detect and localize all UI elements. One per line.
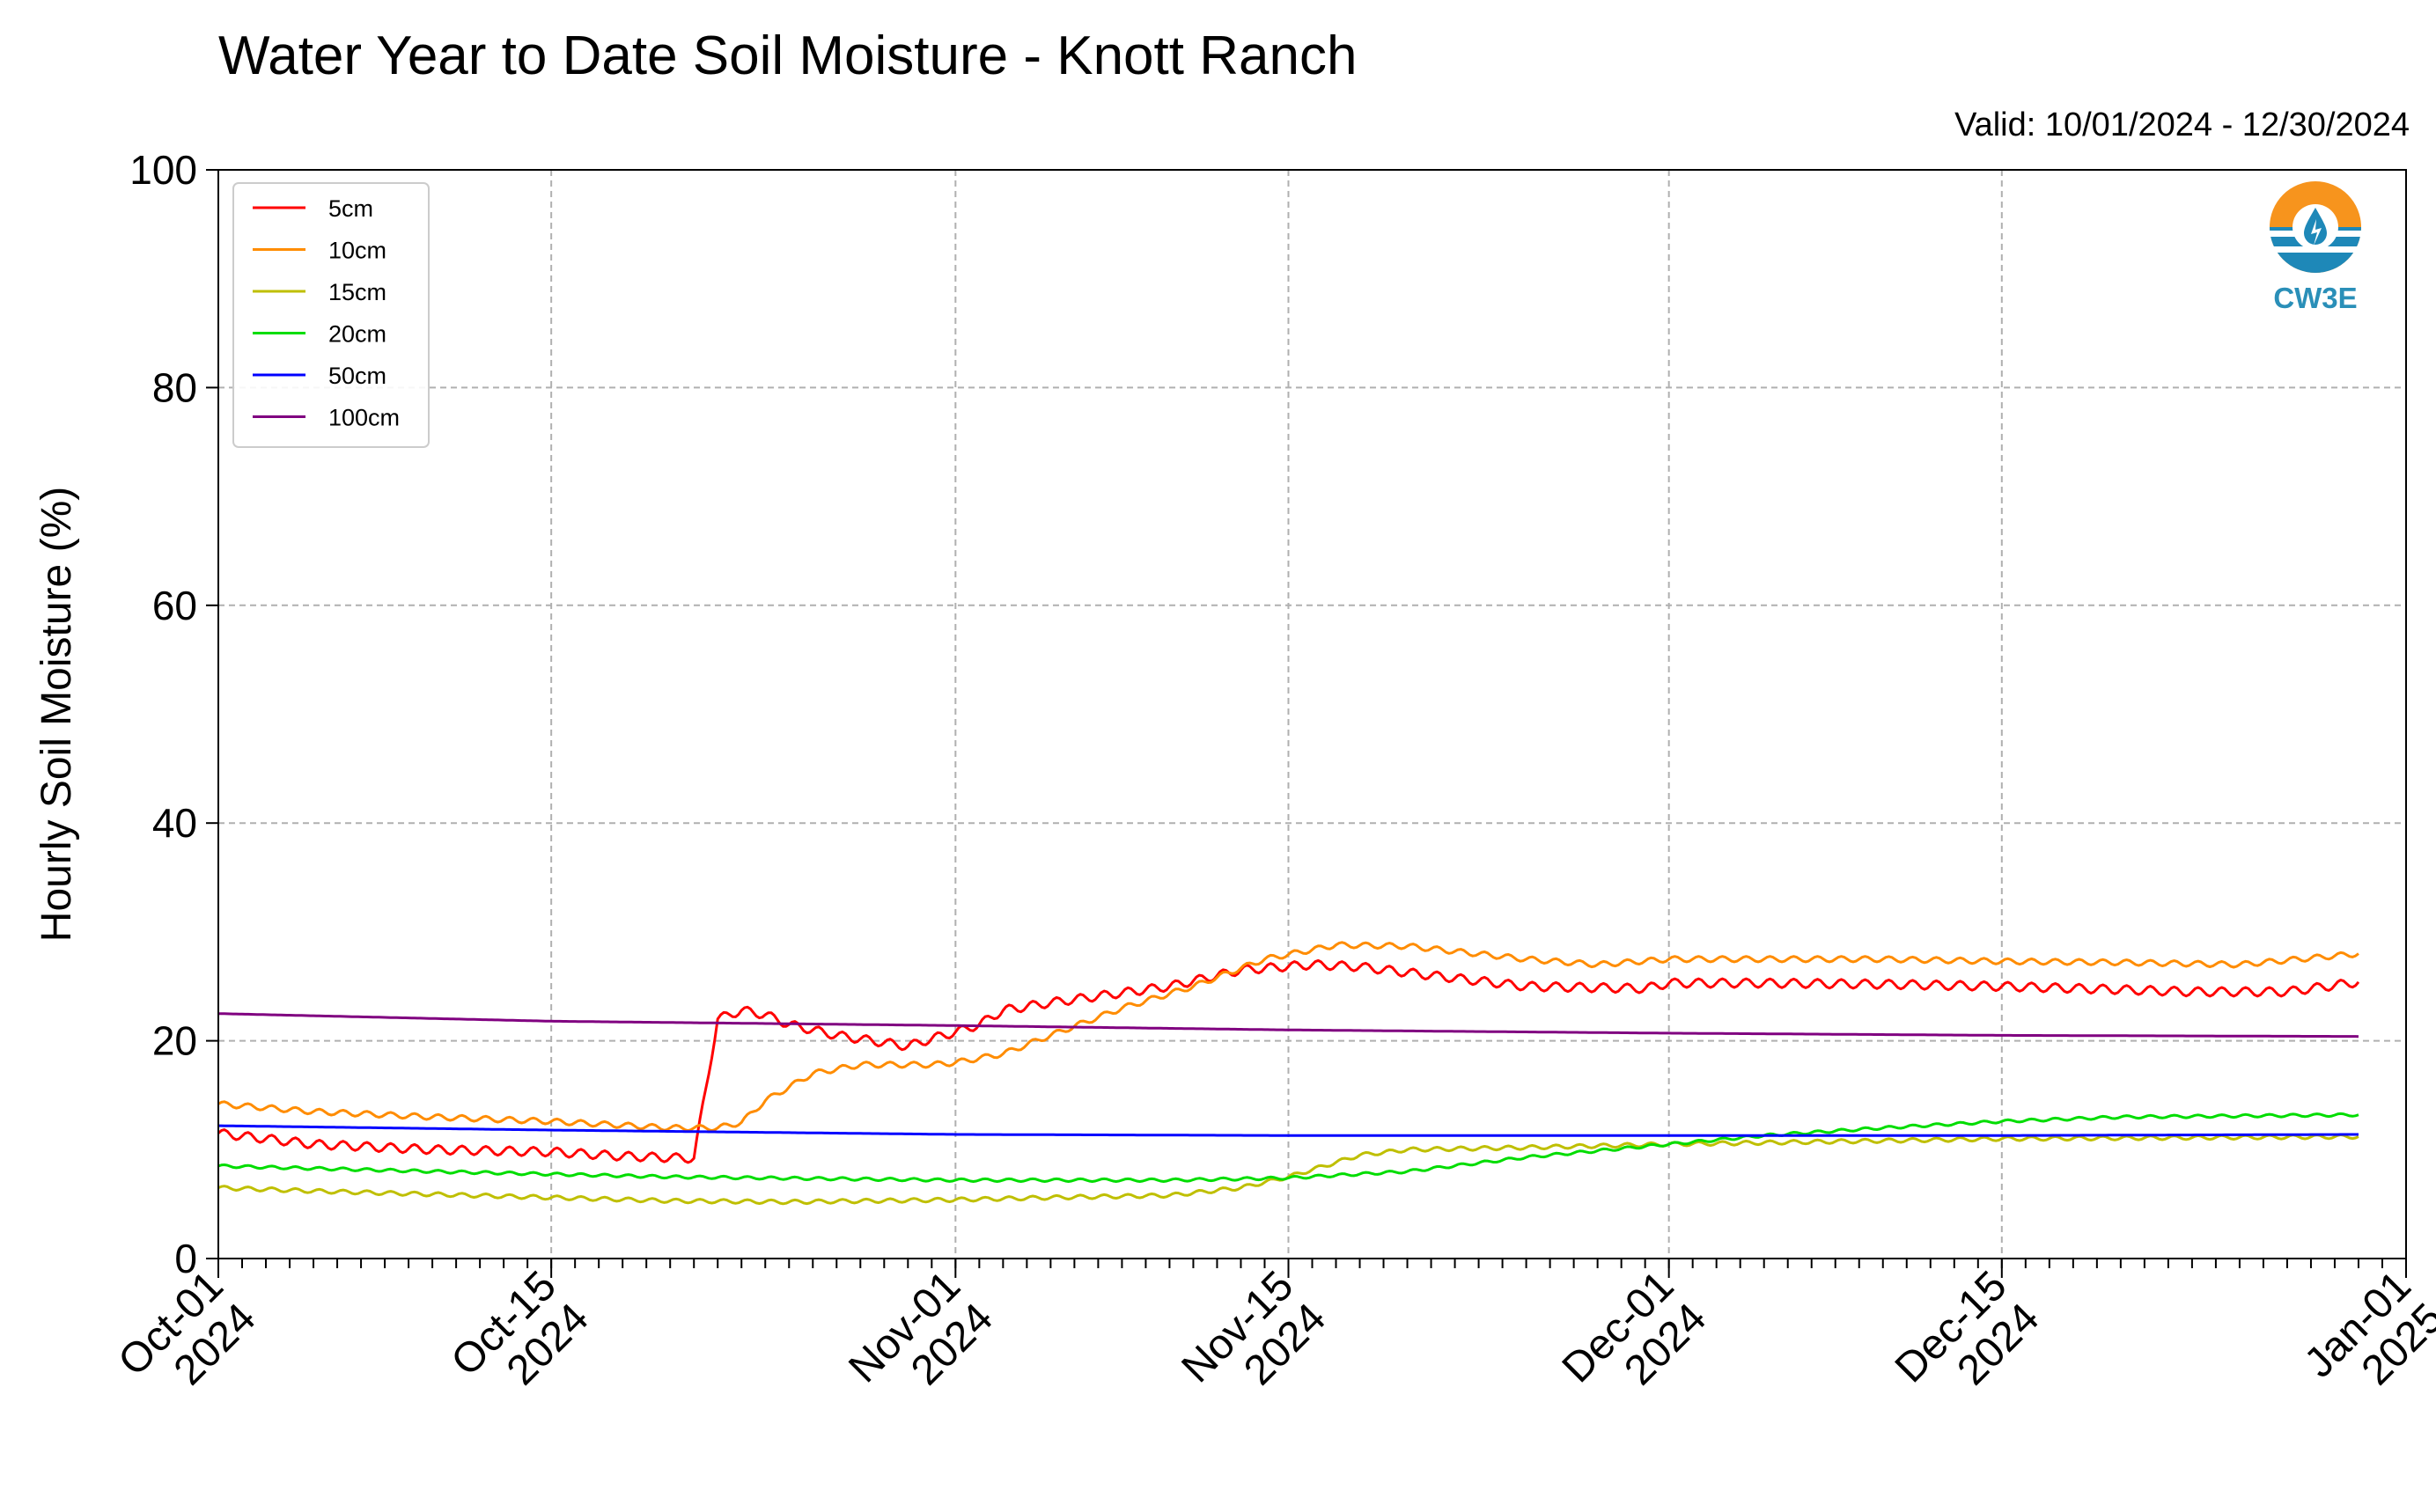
- valid-date-range: Valid: 10/01/2024 - 12/30/2024: [1954, 106, 2410, 143]
- legend-label: 50cm: [328, 363, 386, 389]
- y-tick-label: 100: [129, 147, 197, 193]
- y-tick-label: 40: [152, 800, 197, 846]
- y-tick-label: 80: [152, 364, 197, 410]
- legend-label: 5cm: [328, 195, 373, 222]
- legend-label: 100cm: [328, 405, 400, 431]
- plot-frame: [217, 169, 2407, 1259]
- series-lines: [217, 941, 2360, 1206]
- series-line-5cm: [217, 958, 2360, 1164]
- legend: 5cm 10cm 15cm 20cm 50cm 100cm: [232, 182, 430, 448]
- series-line-100cm: [217, 1012, 2359, 1039]
- logo-text: CW3E: [2273, 282, 2357, 314]
- y-tick-label: 60: [152, 583, 197, 628]
- legend-label: 20cm: [328, 321, 386, 348]
- series-line-10cm: [217, 941, 2359, 1133]
- series-line-20cm: [217, 1112, 2359, 1183]
- legend-label: 15cm: [328, 279, 386, 305]
- y-axis-label: Hourly Soil Moisture (%): [33, 487, 80, 942]
- chart-title: Water Year to Date Soil Moisture - Knott…: [218, 26, 1358, 86]
- y-tick-label: 0: [174, 1236, 197, 1281]
- cw3e-logo: CW3E: [2268, 181, 2363, 314]
- series-line-50cm: [218, 1124, 2359, 1137]
- water-drop-icon: [2268, 181, 2363, 273]
- y-tick-label: 20: [152, 1018, 197, 1064]
- grid-lines: [218, 170, 2406, 1259]
- legend-label: 10cm: [328, 238, 386, 264]
